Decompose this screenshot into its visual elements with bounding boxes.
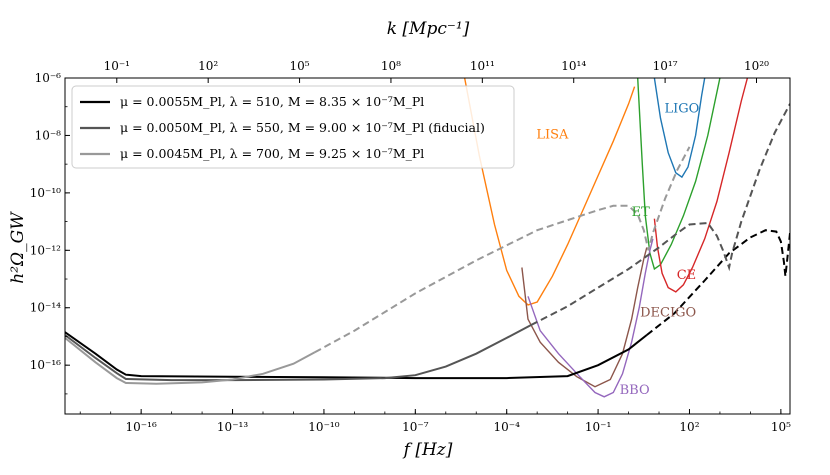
x-tick-label: 10⁻¹⁶ (126, 420, 157, 434)
y-tick-label: 10⁻¹⁴ (30, 301, 61, 315)
ligo-sensitivity-curve (653, 78, 706, 179)
lisa-label: LISA (536, 127, 569, 142)
x-tick-label: 10² (679, 420, 699, 434)
legend-label-0045: μ = 0.0045M_Pl, λ = 700, M = 9.25 × 10⁻⁷… (120, 146, 424, 161)
signal-spectra (65, 103, 790, 385)
y-tick-label: 10⁻⁸ (35, 128, 62, 142)
x-axis-title: f [Hz] (402, 440, 453, 460)
legend-label-0055: μ = 0.0055M_Pl, λ = 510, M = 8.35 × 10⁻⁷… (120, 94, 424, 109)
signal-fiducial-dashed-line (530, 103, 790, 326)
signal-0045-dashed-line (314, 146, 691, 354)
legend-box (71, 85, 515, 169)
detector-sensitivity-curves (463, 78, 749, 398)
left-axis-ticks: 10⁻⁶ 10⁻⁸ 10⁻¹⁰ 10⁻¹² 10⁻¹⁴ 10⁻¹⁶ (30, 71, 70, 395)
top-tick-label: 10¹⁷ (653, 59, 678, 73)
x-tick-label: 10⁻⁴ (493, 420, 520, 434)
legend: μ = 0.0055M_Pl, λ = 510, M = 8.35 × 10⁻⁷… (71, 85, 515, 169)
x-tick-label: 10⁻¹³ (217, 420, 248, 434)
top-tick-label: 10²⁰ (744, 59, 769, 73)
top-tick-label: 10¹¹ (470, 59, 495, 73)
y-tick-label: 10⁻¹⁶ (30, 358, 61, 372)
y-tick-label: 10⁻¹² (30, 243, 61, 257)
signal-0055-dashed-line (646, 229, 790, 336)
decigo-label: DECIGO (640, 305, 696, 320)
plot-frame (64, 77, 791, 415)
y-tick-label: 10⁻⁶ (35, 71, 62, 85)
signal-0055-solid-line (65, 331, 648, 380)
top-tick-label: 10⁸ (381, 59, 401, 73)
top-tick-label: 10⁻¹ (104, 59, 130, 73)
bbo-label: BBO (620, 383, 650, 398)
top-tick-label: 10¹⁴ (561, 59, 586, 73)
signal-0045-solid-line (65, 337, 316, 385)
legend-label-fiducial: μ = 0.0050M_Pl, λ = 550, M = 9.00 × 10⁻⁷… (120, 120, 485, 135)
bbo-sensitivity-curve (527, 238, 654, 398)
top-axis-ticks: 10⁻¹ 10² 10⁵ 10⁸ 10¹¹ 10¹⁴ 10¹⁷ 10²⁰ (104, 59, 769, 83)
decigo-sensitivity-curve (521, 247, 648, 388)
top-axis-title: k [Mpc⁻¹] (387, 19, 470, 39)
signal-fiducial-solid-line (65, 324, 532, 382)
ce-sensitivity-curve (653, 78, 749, 293)
x-tick-label: 10⁻⁷ (402, 420, 429, 434)
detector-labels: LISA LIGO ET CE DECIGO BBO (536, 101, 699, 397)
et-label: ET (632, 205, 650, 220)
x-tick-label: 10⁻¹ (585, 420, 611, 434)
x-tick-label: 10⁻¹⁰ (308, 420, 339, 434)
lisa-sensitivity-curve (463, 78, 636, 306)
y-axis-title: h²Ω_GW (8, 211, 28, 284)
top-tick-label: 10² (198, 59, 218, 73)
x-tick-label: 10⁵ (771, 420, 791, 434)
bottom-axis-ticks: 10⁻¹⁶ 10⁻¹³ 10⁻¹⁰ 10⁻⁷ 10⁻⁴ 10⁻¹ 10² 10⁵ (79, 409, 791, 434)
top-tick-label: 10⁵ (290, 59, 310, 73)
y-tick-label: 10⁻¹⁰ (30, 186, 61, 200)
ligo-label: LIGO (664, 101, 699, 116)
ce-label: CE (677, 268, 696, 283)
